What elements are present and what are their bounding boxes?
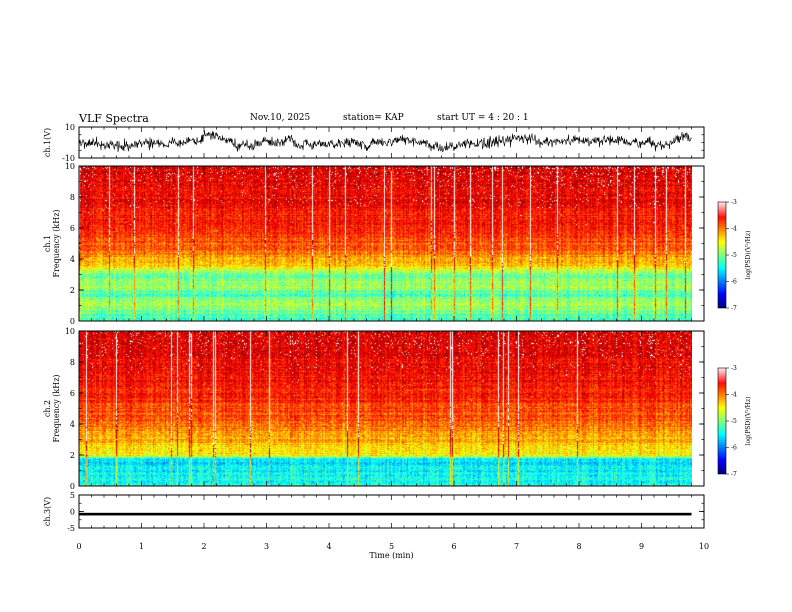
ch1-trace — [78, 130, 692, 153]
sp2-ytick-label: 10 — [65, 327, 75, 336]
sp2-ylabel: Frequency (kHz) — [52, 374, 61, 442]
sp2-colorbar-tick-label: -4 — [731, 392, 737, 399]
sp1-ytick-label: 6 — [70, 224, 75, 233]
time-tick-label: 0 — [76, 542, 81, 551]
sp2-colorbar-tick-label: -6 — [731, 445, 737, 452]
station-label: station= KAP — [343, 113, 404, 123]
ch2-spectrogram-image — [79, 331, 692, 486]
sp1-ylabel: Frequency (kHz) — [52, 209, 61, 277]
time-tick-label: 5 — [389, 542, 394, 551]
sp1-colorbar-tick-label: -7 — [731, 305, 737, 312]
time-axis-label: Time (min) — [369, 551, 413, 560]
sp1-colorbar-tick-label: -4 — [731, 226, 737, 233]
time-tick-label: 7 — [514, 542, 519, 551]
ch1-ytick-label: -10 — [62, 154, 75, 163]
start-time-label: start UT = 4 : 20 : 1 — [437, 113, 529, 123]
sp1-colorbar — [718, 202, 726, 308]
ch1-ytick-label: 10 — [65, 123, 75, 132]
sp2-ytick-label: 0 — [70, 482, 75, 491]
sp2-ytick-label: 8 — [70, 358, 75, 367]
time-tick-label: 6 — [451, 542, 456, 551]
sp1-ytick-label: 4 — [70, 255, 75, 264]
ch3-ylabel: ch.3(V) — [43, 497, 52, 526]
ch1-spectrogram-image — [79, 166, 692, 321]
sp1-colorbar-tick-label: -5 — [731, 252, 737, 259]
sp1-colorbar-tick-label: -6 — [731, 279, 737, 286]
sp1-ytick-label: 2 — [70, 286, 75, 295]
time-tick-label: 1 — [139, 542, 144, 551]
sp2-colorbar — [718, 368, 726, 474]
sp2-ytick-label: 6 — [70, 389, 75, 398]
sp1-ytick-label: 8 — [70, 193, 75, 202]
date-label: Nov.10, 2025 — [250, 113, 311, 123]
sp2-ytick-label: 2 — [70, 451, 75, 460]
sp2-colorbar-tick-label: -5 — [731, 418, 737, 425]
time-tick-label: 4 — [326, 542, 331, 551]
chart-title: VLF Spectra — [79, 112, 149, 125]
sp1-ytick-label: 10 — [65, 162, 75, 171]
sp2-colorbar-tick-label: -7 — [731, 471, 737, 478]
sp1-colorbar-label: log(PSD)(V²/Hz) — [745, 231, 752, 280]
sp1-channel-label: ch.1 — [43, 235, 52, 252]
ch3-ytick-label: -5 — [67, 524, 75, 533]
time-tick-label: 9 — [639, 542, 644, 551]
sp2-ytick-label: 4 — [70, 420, 75, 429]
sp2-colorbar-tick-label: -3 — [731, 365, 737, 372]
time-tick-label: 10 — [699, 542, 709, 551]
ch3-trace — [79, 512, 692, 516]
sp2-channel-label: ch.2 — [43, 400, 52, 417]
time-tick-label: 8 — [576, 542, 581, 551]
ch3-ytick-label: 0 — [70, 508, 75, 517]
sp2-colorbar-label: log(PSD)(V²/Hz) — [745, 397, 752, 446]
ch1-ylabel: ch.1(V) — [43, 128, 52, 157]
ch3-ytick-label: 5 — [70, 491, 75, 500]
sp1-ytick-label: 0 — [70, 317, 75, 326]
sp1-colorbar-tick-label: -3 — [731, 199, 737, 206]
time-tick-label: 3 — [264, 542, 269, 551]
time-tick-label: 2 — [201, 542, 206, 551]
